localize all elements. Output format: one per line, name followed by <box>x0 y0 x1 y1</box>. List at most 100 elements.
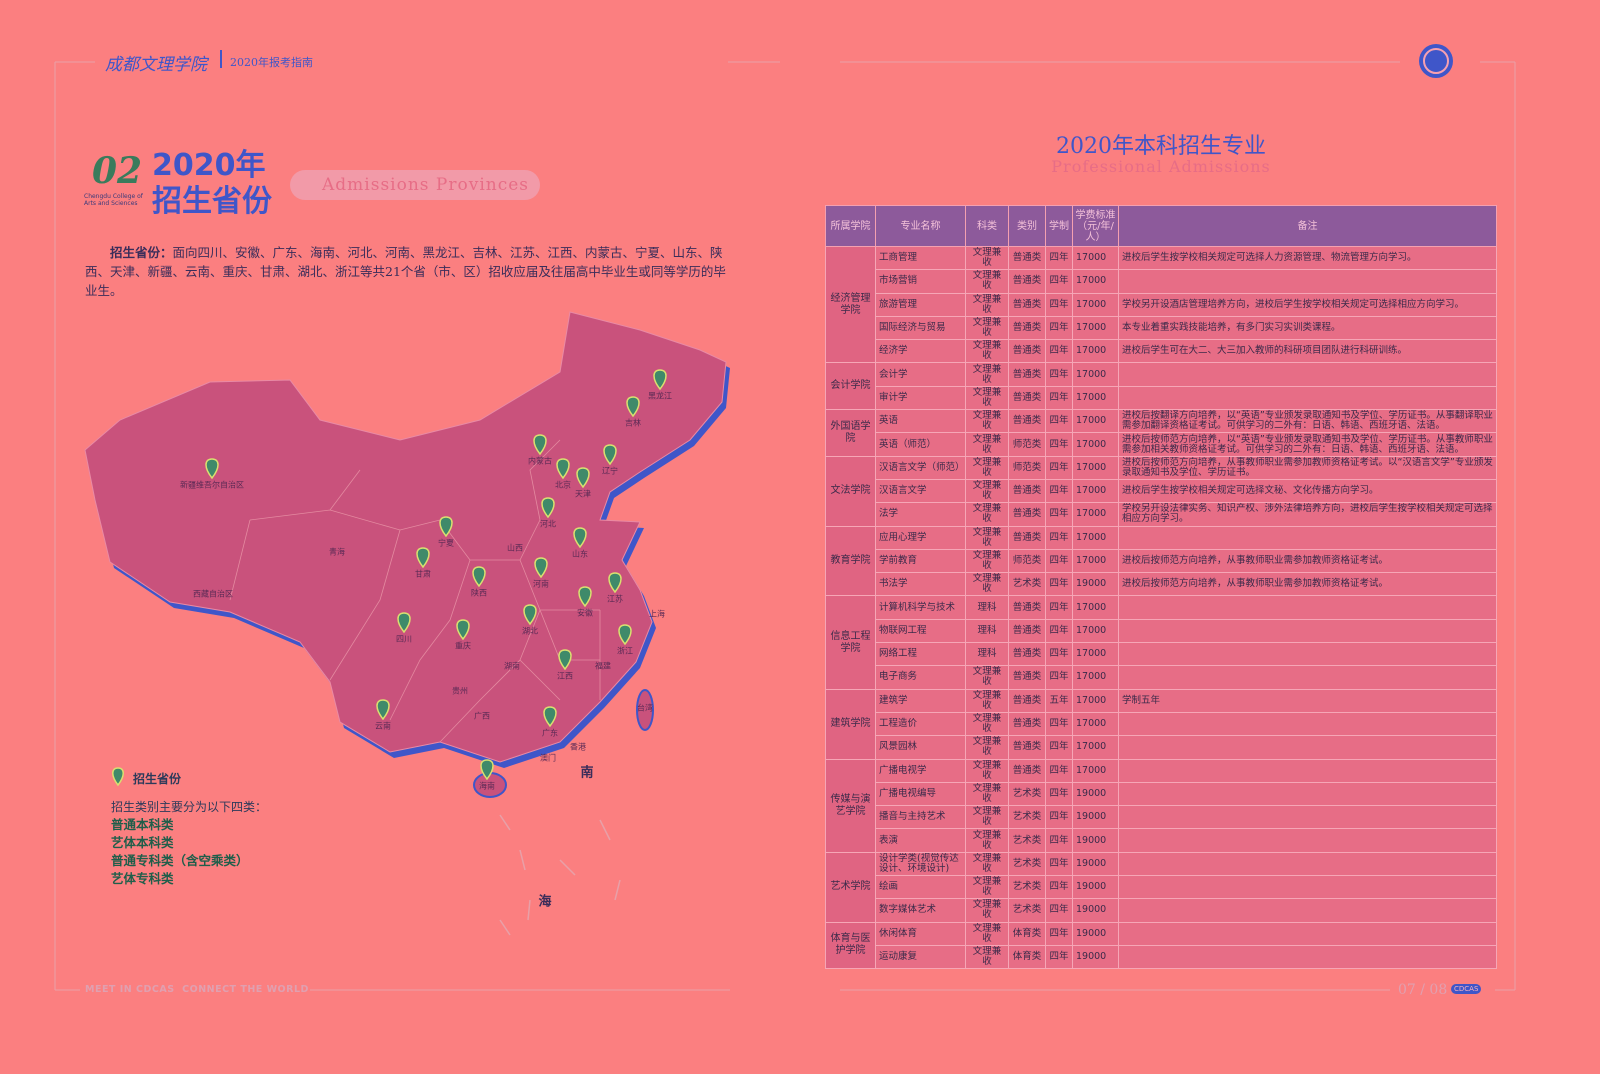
table-cell: 四年 <box>1045 898 1073 923</box>
table-cell: 进校后按翻译方向培养，以“英语”专业颁发录取通知书及学位、学历证书。从事翻译职业… <box>1118 409 1497 434</box>
province-label: 上海 <box>649 609 665 619</box>
province-label: 陕西 <box>471 588 487 598</box>
table-cell: 普通类 <box>1008 478 1046 504</box>
province-label: 河南 <box>533 579 549 589</box>
section-year: 2020年 <box>152 148 266 183</box>
table-cell: 汉语言文学（师范） <box>875 455 966 480</box>
map-pin <box>573 527 587 549</box>
table-cell: 书法学 <box>875 572 966 597</box>
map-pin <box>626 396 640 418</box>
table-row: 经济学 文理兼收 普通类 四年 17000 进校后学生可在大二、大三加入教师的科研项目团队… <box>826 339 1497 364</box>
table-cell: 四年 <box>1045 805 1073 830</box>
table-row: 国际经济与贸易 文理兼收 普通类 四年 17000 本专业着重实践技能培养，有多门实习实训… <box>826 315 1497 341</box>
table-cell: 普通类 <box>1008 665 1046 690</box>
table-cell: 四年 <box>1045 385 1073 411</box>
intro: 招生省份：面向四川、安徽、广东、海南、河北、河南、黑龙江、吉林、江苏、江西、内蒙… <box>85 243 730 300</box>
table-cell: 国际经济与贸易 <box>875 315 966 341</box>
table-cell: 学校另开设酒店管理培养方向，进校后学生按学校相关规定可选择相应方向学习。 <box>1118 292 1497 317</box>
table-cell <box>1118 735 1497 760</box>
table-cell: 文理兼收 <box>965 502 1009 527</box>
table-row: 旅游管理 文理兼收 普通类 四年 17000 学校另开设酒店管理培养方向，进校后学生按学校… <box>826 292 1497 317</box>
table-cell: 会计学 <box>875 362 966 387</box>
table-row: 信息工程学院 计算机科学与技术 理科 普通类 四年 17000 <box>825 595 1497 690</box>
table-cell: 17000 <box>1072 688 1119 713</box>
college-cell: 体育与医护学院 <box>825 921 876 970</box>
table-header-cell: 学制 <box>1045 205 1073 247</box>
table-cell: 进校后学生按学校相关规定可选择文秘、文化传播方向学习。 <box>1118 478 1497 504</box>
table-cell: 建筑学 <box>875 688 966 713</box>
table-cell: 17000 <box>1072 385 1119 411</box>
map-pin <box>608 572 622 594</box>
table-cell: 普通类 <box>1008 525 1046 550</box>
table-row: 体育与医护学院 休闲体育 文理兼收 体育类 四年 19000 <box>825 921 1497 970</box>
college-cell: 建筑学院 <box>825 688 876 760</box>
table-cell: 17000 <box>1072 269 1119 294</box>
table-cell: 19000 <box>1072 781 1119 807</box>
map-pin <box>480 759 494 781</box>
table-cell: 17000 <box>1072 618 1119 644</box>
table-cell: 文理兼收 <box>965 851 1009 877</box>
province-label: 重庆 <box>455 641 471 651</box>
table-cell: 四年 <box>1045 409 1073 434</box>
province-label: 山西 <box>507 543 523 553</box>
table-cell: 四年 <box>1045 525 1073 550</box>
table-cell: 普通类 <box>1008 711 1046 737</box>
table-cell: 19000 <box>1072 875 1119 900</box>
table-cell: 学校另开设法律实务、知识产权、涉外法律培养方向，进校后学生按学校相关规定可选择相… <box>1118 502 1497 527</box>
province-label: 云南 <box>375 721 391 731</box>
table-cell: 17000 <box>1072 478 1119 504</box>
table-cell: 17000 <box>1072 548 1119 574</box>
table-cell: 艺术类 <box>1008 828 1046 853</box>
province-label: 内蒙古 <box>528 456 552 466</box>
guide: 2020年报考指南 <box>230 56 313 69</box>
province-label: 浙江 <box>617 646 633 656</box>
right-title-en: Professional Admissions <box>1051 157 1271 176</box>
school-en: Chengdu College of Arts and Sciences <box>84 193 143 207</box>
province-label: 辽宁 <box>602 466 618 476</box>
table-cell: 四年 <box>1045 502 1073 527</box>
table-cell <box>1118 665 1497 690</box>
table-cell: 网络工程 <box>875 642 966 667</box>
table-cell: 文理兼收 <box>965 315 1009 341</box>
college-cell: 经济管理学院 <box>825 245 876 364</box>
table-cell: 四年 <box>1045 758 1073 783</box>
table-cell: 运动康复 <box>875 944 966 970</box>
table-header-cell: 类别 <box>1008 205 1046 247</box>
table-cell: 电子商务 <box>875 665 966 690</box>
divider <box>220 50 222 68</box>
map-pin <box>556 458 570 480</box>
table-cell: 文理兼收 <box>965 711 1009 737</box>
college-cell: 文法学院 <box>825 455 876 527</box>
table-row: 物联网工程 理科 普通类 四年 17000 <box>826 618 1497 644</box>
table-cell: 17000 <box>1072 455 1119 480</box>
table-cell: 文理兼收 <box>965 245 1009 271</box>
table-cell: 文理兼收 <box>965 525 1009 550</box>
table-cell: 17000 <box>1072 642 1119 667</box>
college-cell: 外国语学院 <box>825 409 876 457</box>
table-cell: 英语 <box>875 409 966 434</box>
table-header-cell: 专业名称 <box>875 205 966 247</box>
table-row: 建筑学院 建筑学 文理兼收 普通类 五年 17000 学制五年 <box>825 688 1497 760</box>
table-cell: 19000 <box>1072 805 1119 830</box>
table-cell <box>1118 758 1497 783</box>
table-cell: 审计学 <box>875 385 966 411</box>
legend-pin-label: 招生省份 <box>133 772 182 786</box>
table-cell: 17000 <box>1072 339 1119 364</box>
map-pin <box>603 444 617 466</box>
table-cell: 普通类 <box>1008 269 1046 294</box>
province-label: 江西 <box>557 671 573 681</box>
table-cell: 体育类 <box>1008 921 1046 946</box>
table-cell: 进校后按师范方向培养，从事教师职业需参加教师资格证考试。 <box>1118 548 1497 574</box>
map-pin <box>576 467 590 489</box>
table-cell: 文理兼收 <box>965 362 1009 387</box>
table-cell: 普通类 <box>1008 642 1046 667</box>
table-cell: 本专业着重实践技能培养，有多门实习实训类课程。 <box>1118 315 1497 341</box>
table-cell: 19000 <box>1072 851 1119 877</box>
province-label: 吉林 <box>625 418 641 428</box>
table-cell: 表演 <box>875 828 966 853</box>
table-cell: 17000 <box>1072 315 1119 341</box>
intro-text: 面向四川、安徽、广东、海南、河北、河南、黑龙江、吉林、江苏、江西、内蒙古、宁夏、… <box>85 245 726 298</box>
legend-pin <box>112 767 124 787</box>
map-pin <box>541 497 555 519</box>
map-pin <box>523 604 537 626</box>
